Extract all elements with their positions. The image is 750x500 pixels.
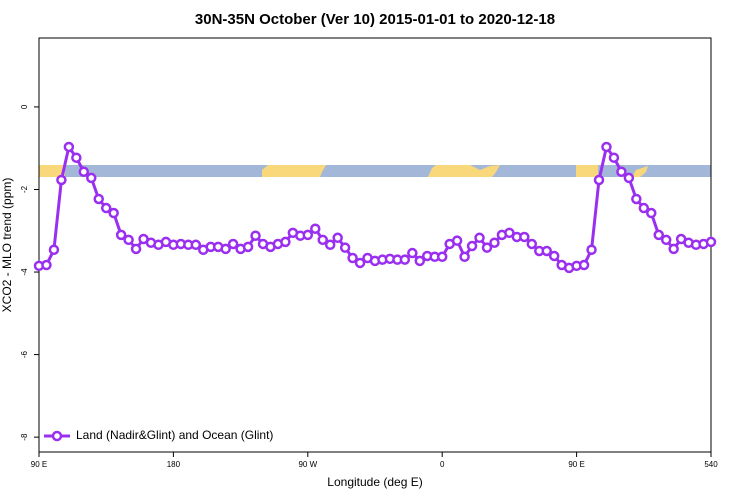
- point: [190, 239, 202, 251]
- point: [601, 141, 612, 153]
- x-tick-label: 0: [440, 460, 445, 469]
- point: [302, 229, 314, 241]
- point: [332, 232, 343, 244]
- point: [347, 252, 358, 264]
- y-tick-label: -8: [20, 433, 29, 441]
- point: [407, 247, 418, 259]
- point: [474, 232, 485, 244]
- point: [616, 166, 627, 177]
- point: [242, 241, 254, 253]
- point: [220, 243, 231, 255]
- x-tick-label: 90 E: [568, 460, 584, 469]
- point: [115, 229, 127, 241]
- y-tick-label: -6: [20, 350, 29, 358]
- point: [504, 227, 515, 239]
- point: [310, 223, 321, 234]
- point: [466, 240, 478, 252]
- point: [63, 141, 75, 153]
- point: [623, 172, 635, 184]
- x-tick-label: 540: [704, 460, 718, 469]
- point: [93, 193, 104, 205]
- point: [668, 243, 679, 255]
- point: [56, 174, 67, 186]
- point: [631, 193, 642, 205]
- y-tick-label: -2: [20, 185, 29, 193]
- series: [33, 141, 717, 274]
- point: [86, 172, 97, 184]
- point: [459, 251, 470, 263]
- y-tick-label: 0: [20, 104, 29, 109]
- point: [638, 202, 650, 214]
- point: [489, 237, 500, 248]
- y-axis-label: XCO2 - MLO trend (ppm): [0, 178, 14, 313]
- chart-title: 30N-35N October (Ver 10) 2015-01-01 to 2…: [195, 11, 555, 28]
- legend-marker: [51, 430, 63, 442]
- point: [578, 259, 590, 271]
- point: [250, 230, 261, 241]
- point: [227, 238, 239, 250]
- point: [705, 236, 717, 248]
- x-tick-label: 90 W: [298, 460, 317, 469]
- point: [481, 242, 493, 253]
- point: [354, 257, 366, 269]
- x-tick-label: 180: [167, 460, 181, 469]
- point: [339, 242, 351, 253]
- x-axis-label: Longitude (deg E): [327, 475, 422, 489]
- point: [71, 152, 82, 163]
- point: [78, 166, 90, 177]
- point: [541, 245, 552, 257]
- point: [399, 254, 411, 265]
- point: [436, 251, 448, 263]
- point: [317, 234, 328, 246]
- point: [526, 238, 538, 250]
- point: [593, 174, 605, 186]
- legend-label: Land (Nadir&Glint) and Ocean (Glint): [76, 428, 273, 442]
- point: [586, 244, 597, 255]
- point: [324, 239, 336, 251]
- legend: Land (Nadir&Glint) and Ocean (Glint): [44, 428, 273, 442]
- point: [41, 259, 52, 271]
- point: [660, 234, 672, 246]
- x-tick-label: 90 E: [31, 460, 47, 469]
- point: [280, 236, 291, 248]
- point: [123, 234, 134, 246]
- point: [653, 229, 664, 241]
- point: [548, 250, 560, 262]
- point: [646, 207, 657, 219]
- point: [48, 244, 60, 255]
- point: [519, 231, 530, 243]
- point: [414, 255, 426, 267]
- land-ocean-strip: [39, 165, 711, 177]
- point: [100, 202, 112, 214]
- y-tick-label: -4: [20, 268, 29, 276]
- point: [108, 207, 119, 219]
- point: [130, 243, 142, 255]
- point: [608, 152, 620, 163]
- point: [451, 235, 463, 246]
